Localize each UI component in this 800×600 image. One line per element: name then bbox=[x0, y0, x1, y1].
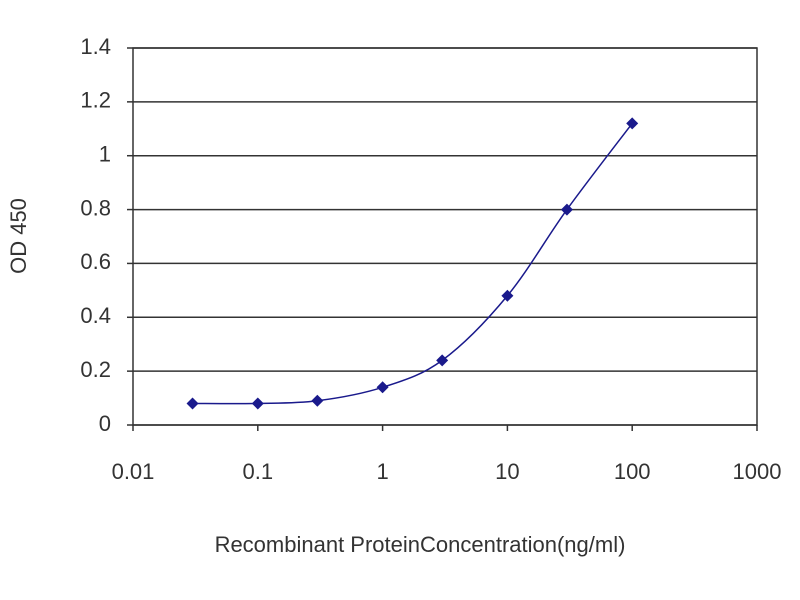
y-tick-label: 0.4 bbox=[80, 303, 111, 328]
x-tick-label: 1 bbox=[376, 459, 388, 484]
y-axis-label: OD 450 bbox=[6, 198, 31, 274]
marker bbox=[436, 354, 449, 367]
y-tick-label: 1 bbox=[99, 142, 111, 167]
y-tick-label: 0.8 bbox=[80, 195, 111, 220]
y-tick-label: 0.6 bbox=[80, 249, 111, 274]
marker bbox=[251, 397, 264, 410]
y-tick-label: 1.2 bbox=[80, 88, 111, 113]
y-tick-label: 0 bbox=[99, 411, 111, 436]
marker bbox=[186, 397, 199, 410]
marker bbox=[311, 394, 324, 407]
marker bbox=[376, 381, 389, 394]
x-axis-label: Recombinant ProteinConcentration(ng/ml) bbox=[215, 532, 626, 557]
x-tick-label: 0.01 bbox=[112, 459, 155, 484]
y-tick-label: 0.2 bbox=[80, 357, 111, 382]
x-tick-label: 10 bbox=[495, 459, 519, 484]
x-tick-label: 100 bbox=[614, 459, 651, 484]
marker bbox=[560, 203, 573, 216]
y-tick-label: 1.4 bbox=[80, 34, 111, 59]
marker bbox=[626, 117, 639, 130]
plot-frame bbox=[132, 47, 758, 426]
x-tick-label: 0.1 bbox=[243, 459, 274, 484]
marker bbox=[501, 289, 514, 302]
x-tick-label: 1000 bbox=[733, 459, 782, 484]
